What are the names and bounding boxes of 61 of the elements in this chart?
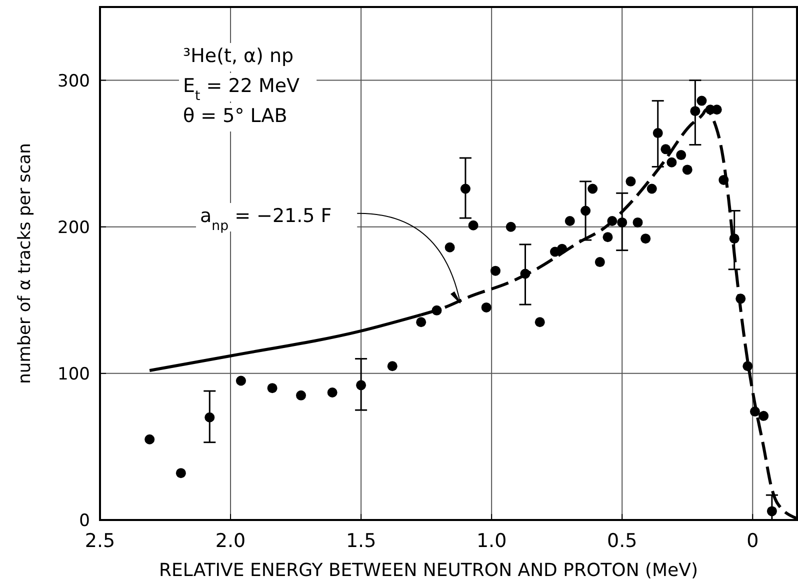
y-tick-label: 100 <box>58 364 90 384</box>
point <box>564 216 575 226</box>
x-tick-label: 0.5 <box>606 530 638 552</box>
point <box>594 257 605 268</box>
point <box>646 184 657 194</box>
y-tick-label: 300 <box>58 71 90 92</box>
x-tick-label: 0 <box>746 530 759 552</box>
point <box>682 164 692 175</box>
point <box>718 174 729 185</box>
point <box>296 390 306 400</box>
point <box>758 410 769 421</box>
point <box>481 302 492 312</box>
x-tick-label: 2.0 <box>215 530 246 552</box>
y-axis-title: number of α tracks per scan <box>15 143 35 384</box>
point <box>534 317 545 328</box>
point <box>520 268 530 279</box>
point <box>588 184 598 194</box>
point <box>729 234 740 244</box>
point <box>327 387 338 398</box>
annotation: θ = 5° LAB <box>183 105 288 127</box>
y-tick-label: 200 <box>58 218 90 238</box>
x-axis-title: RELATIVE ENERGY BETWEEN NEUTRON AND PROTON (MeV) <box>159 560 698 581</box>
point <box>676 150 686 160</box>
point <box>617 217 628 228</box>
point <box>432 305 442 316</box>
point <box>144 434 155 444</box>
point <box>416 317 426 328</box>
point <box>652 128 663 138</box>
point <box>696 96 707 106</box>
point <box>176 468 186 478</box>
point <box>444 242 455 252</box>
point <box>602 232 613 242</box>
point <box>632 217 643 228</box>
x-tick-label: 1.5 <box>346 530 376 552</box>
point <box>736 294 746 304</box>
point <box>666 157 677 168</box>
point <box>204 412 215 422</box>
annotation: a$_{np}$ = −21.5 F <box>200 205 332 234</box>
point <box>356 380 366 390</box>
annotation: E$_{t}$ = 22 MeV <box>183 75 300 104</box>
y-tick-label: 0 <box>79 511 90 531</box>
point <box>750 406 760 417</box>
point <box>660 144 671 154</box>
point <box>742 361 753 372</box>
point <box>387 361 398 372</box>
point <box>580 206 591 216</box>
point <box>490 266 500 276</box>
point <box>236 376 246 386</box>
point <box>626 176 636 186</box>
point <box>607 216 618 226</box>
x-tick-label: 1.0 <box>476 530 507 552</box>
annotation: ³He(t, α) np <box>183 45 294 67</box>
point <box>267 383 278 394</box>
point <box>557 244 568 254</box>
point <box>766 506 777 516</box>
point <box>460 184 470 194</box>
point <box>640 234 651 244</box>
point <box>506 222 516 232</box>
x-tick-label: 2.5 <box>84 530 116 552</box>
point <box>690 106 700 116</box>
point <box>468 220 478 230</box>
